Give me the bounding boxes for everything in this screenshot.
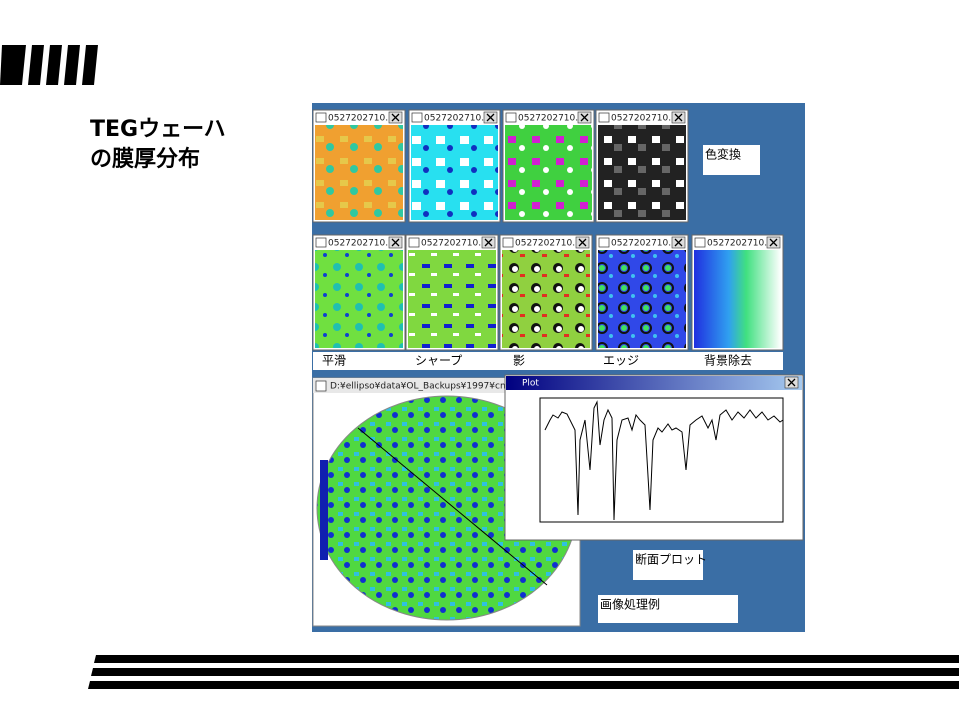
logo	[0, 45, 98, 85]
label-strip	[313, 352, 783, 370]
image-window: 0527202710...	[691, 234, 784, 351]
window-title: Plot	[522, 379, 539, 389]
label-box	[633, 550, 703, 580]
close-icon	[391, 238, 400, 247]
window-image	[598, 250, 686, 348]
window-title: 0527202710...	[328, 114, 394, 124]
image-window: 0527202710...	[405, 234, 499, 351]
image-window: 0527202710...	[595, 109, 689, 223]
window-icon	[598, 237, 610, 248]
window-image	[502, 250, 590, 348]
window-icon	[408, 237, 420, 248]
close-icon	[769, 238, 778, 247]
window-icon	[694, 237, 706, 248]
image-window: 0527202710...	[312, 234, 406, 351]
window-icon	[315, 112, 327, 123]
close-icon	[578, 238, 587, 247]
window-title: 0527202710...	[515, 239, 581, 249]
label-box	[598, 595, 738, 623]
window-image	[315, 250, 403, 348]
window-image	[411, 125, 498, 220]
image-window: 0527202710...	[312, 109, 406, 223]
heading-line: TEGウェーハ	[90, 117, 226, 142]
close-icon	[486, 113, 495, 122]
window-image	[694, 250, 781, 348]
label-box	[703, 145, 760, 175]
plot-window: Plot	[504, 374, 804, 541]
label: エッジ	[603, 354, 639, 368]
window-icon	[411, 112, 423, 123]
window-title: 0527202710...	[611, 114, 677, 124]
window-title: 0527202710...	[424, 114, 490, 124]
image-window: 0527202710...	[502, 109, 595, 223]
heading-line: の膜厚分布	[90, 146, 200, 172]
label: 断面プロット	[635, 552, 707, 567]
close-icon	[580, 113, 589, 122]
window-image	[505, 125, 592, 220]
window-title: D:¥ellipso¥data¥OL_Backups¥1997¥cm	[330, 382, 509, 392]
window-title: 0527202710...	[518, 114, 584, 124]
image-window: 0527202710...	[499, 234, 593, 351]
window-image	[598, 125, 686, 220]
close-icon	[391, 113, 400, 122]
label: 画像処理例	[600, 598, 660, 612]
window-icon	[598, 112, 610, 123]
label: 影	[513, 354, 525, 368]
image-window: 0527202710...	[408, 109, 501, 223]
close-icon	[674, 113, 683, 122]
window-image	[315, 125, 403, 220]
image-windows: 0527202710... 0527202710... 0527202710... 0…	[312, 109, 784, 351]
window-icon	[505, 112, 517, 123]
window-title: 0527202710...	[611, 239, 677, 249]
footer-stripes	[88, 655, 959, 689]
close-icon	[674, 238, 683, 247]
label: シャープ	[415, 354, 462, 368]
window-title: 0527202710...	[421, 239, 487, 249]
window-icon	[502, 237, 514, 248]
window-image	[408, 250, 496, 348]
window-title: 0527202710...	[707, 239, 773, 249]
window-title: 0527202710...	[328, 239, 394, 249]
label: 背景除去	[704, 353, 752, 368]
label: 色変換	[705, 147, 741, 162]
label: 平滑	[322, 354, 346, 368]
close-icon	[484, 238, 493, 247]
image-window: 0527202710...	[595, 234, 689, 351]
window-icon	[315, 237, 327, 248]
